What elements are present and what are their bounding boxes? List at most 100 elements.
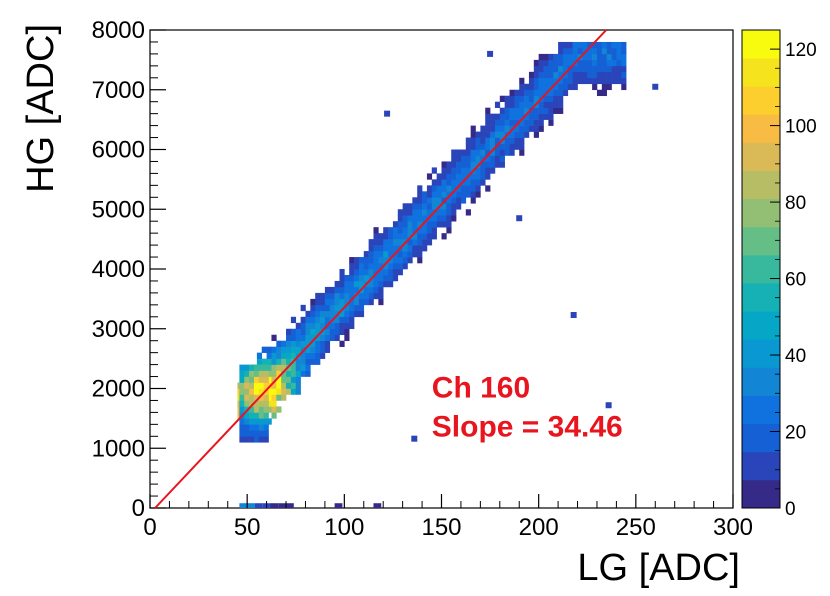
heatmap-cell: [244, 412, 250, 419]
heatmap-cell: [592, 83, 598, 91]
heatmap-cell: [587, 65, 593, 73]
heatmap-cell: [271, 376, 277, 383]
heatmap-cell: [592, 47, 598, 55]
heatmap-cell: [266, 364, 272, 371]
heatmap-cell: [514, 125, 520, 132]
heatmap-cell: [548, 71, 554, 79]
heatmap-cell: [354, 286, 360, 294]
heatmap-cell: [475, 155, 481, 162]
heatmap-cell: [249, 388, 255, 395]
heatmap-cell: [320, 316, 326, 324]
heatmap-cell: [329, 334, 335, 341]
heatmap-cell: [373, 233, 379, 240]
heatmap-cell: [519, 89, 525, 97]
heatmap-cell: [514, 131, 520, 138]
heatmap-cell: [519, 77, 525, 85]
heatmap-cell: [258, 406, 264, 413]
heatmap-cell: [562, 83, 569, 91]
heatmap-cell: [358, 298, 365, 306]
heatmap-cell: [244, 424, 250, 431]
heatmap-cell: [329, 298, 335, 306]
heatmap-cell: [596, 47, 603, 55]
x-tick-label: 200: [519, 514, 559, 541]
baseline-cell: [247, 503, 255, 508]
heatmap-cell: [261, 346, 267, 353]
heatmap-cell: [407, 221, 413, 228]
heatmap-cell: [485, 173, 491, 180]
y-tick-label: 6000: [92, 137, 145, 164]
heatmap-cell: [582, 47, 588, 55]
heatmap-cell: [475, 185, 481, 192]
heatmap-cell: [310, 334, 316, 341]
heatmap-cell: [543, 95, 549, 102]
heatmap-cell: [388, 239, 394, 246]
heatmap-cell: [271, 406, 277, 413]
heatmap-cell: [480, 173, 486, 180]
heatmap-cell: [490, 143, 496, 150]
heatmap-cell: [422, 245, 428, 252]
heatmap-cell: [383, 245, 389, 252]
heatmap-cell: [494, 143, 501, 150]
colorbar-segment: [742, 226, 780, 256]
heatmap-cell: [519, 125, 525, 132]
heatmap-cell: [249, 370, 255, 377]
heatmap-cell: [258, 400, 264, 407]
heatmap-cell: [485, 155, 491, 162]
heatmap-cell: [397, 257, 403, 264]
heatmap-cell: [402, 221, 408, 228]
heatmap-cell: [373, 251, 379, 258]
heatmap-cell: [567, 41, 573, 49]
heatmap-cell: [276, 388, 282, 395]
heatmap-cell: [349, 316, 355, 324]
heatmap-cell: [485, 113, 491, 120]
heatmap-cell: [281, 340, 287, 347]
heatmap-cell: [354, 269, 360, 276]
heatmap-cell: [606, 53, 612, 61]
heatmap-cell: [524, 113, 530, 120]
heatmap-cell: [358, 269, 365, 276]
heatmap-cell: [587, 53, 593, 61]
heatmap-cell: [616, 71, 622, 79]
heatmap-cell: [368, 257, 374, 264]
heatmap-cell: [533, 89, 539, 97]
heatmap-cell: [358, 304, 365, 312]
heatmap-cell: [373, 274, 379, 282]
heatmap-cell: [422, 221, 428, 228]
heatmap-cell: [553, 53, 559, 61]
heatmap-cell: [460, 173, 467, 180]
heatmap-cell: [258, 418, 264, 425]
heatmap-cell: [276, 352, 282, 359]
heatmap-cell: [263, 424, 269, 431]
colorbar-segment: [742, 114, 780, 143]
heatmap-cell: [558, 107, 564, 114]
heatmap-cell: [244, 376, 250, 383]
fit-line: [154, 29, 607, 509]
heatmap-cell: [249, 406, 255, 413]
heatmap-cell: [258, 436, 264, 443]
heatmap-cell: [412, 251, 418, 258]
heatmap-cell: [397, 221, 403, 228]
heatmap-cell: [263, 400, 269, 407]
heatmap-cell: [368, 245, 374, 252]
colorbar-tick-label: 100: [785, 117, 817, 138]
heatmap-cell: [253, 418, 260, 425]
colorbar-segment: [742, 423, 780, 453]
heatmap-cell: [528, 125, 535, 132]
heatmap-cell: [456, 161, 462, 168]
heatmap-cell: [524, 101, 530, 108]
heatmap-cell: [339, 310, 345, 318]
heatmap-cell: [470, 161, 476, 168]
heatmap-cell: [606, 59, 612, 67]
heatmap-cell: [290, 364, 297, 371]
heatmap-cell: [475, 173, 481, 180]
heatmap-cell: [244, 388, 250, 395]
heatmap-cell: [417, 191, 423, 198]
heatmap-cell: [286, 352, 292, 359]
heatmap-cell: [378, 233, 384, 240]
heatmap-cell: [621, 59, 627, 67]
heatmap-cell: [480, 179, 486, 186]
heatmap-cell: [480, 167, 486, 174]
heatmap-cell: [596, 71, 603, 79]
heatmap-cell: [239, 418, 245, 425]
heatmap-cell: [451, 215, 457, 222]
